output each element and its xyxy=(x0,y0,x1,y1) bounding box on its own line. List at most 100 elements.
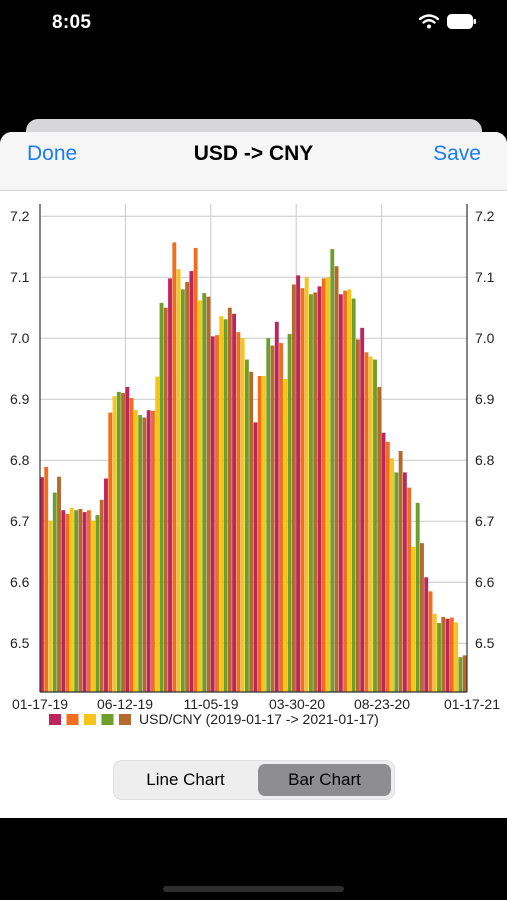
legend-swatch xyxy=(49,714,61,725)
bar xyxy=(69,507,74,692)
bar xyxy=(309,294,313,692)
bar xyxy=(125,387,130,692)
bar xyxy=(364,352,369,692)
bar xyxy=(257,376,262,692)
bar xyxy=(326,277,330,692)
bar xyxy=(116,391,121,692)
y-tick-label-left: 7.0 xyxy=(10,330,30,346)
bar xyxy=(283,379,288,692)
bar xyxy=(291,284,296,692)
bar xyxy=(330,249,335,692)
line-chart-tab[interactable]: Line Chart xyxy=(146,770,225,789)
bar xyxy=(458,657,463,692)
y-tick-label-right: 7.0 xyxy=(475,330,495,346)
bar xyxy=(159,302,164,692)
bar xyxy=(394,472,399,692)
y-tick-label-right: 6.5 xyxy=(475,635,495,651)
bar xyxy=(287,333,292,692)
y-tick-label-left: 7.2 xyxy=(10,208,30,224)
bar xyxy=(266,338,271,692)
bar xyxy=(180,289,185,692)
bar xyxy=(441,616,446,692)
x-tick-label: 06-12-19 xyxy=(97,696,153,712)
bar xyxy=(360,327,365,692)
y-tick-label-right: 6.7 xyxy=(475,513,495,529)
bar xyxy=(78,509,83,692)
bar xyxy=(296,275,301,692)
bar xyxy=(138,415,143,692)
bar xyxy=(432,613,437,692)
page-title: USD -> CNY xyxy=(193,142,314,165)
x-tick-label: 03-30-20 xyxy=(269,696,325,712)
bar xyxy=(373,359,377,692)
done-button[interactable]: Done xyxy=(27,142,78,165)
legend-swatch xyxy=(66,714,79,725)
bar xyxy=(108,412,113,692)
bar xyxy=(304,277,309,692)
bar xyxy=(334,266,339,692)
bar xyxy=(420,543,424,692)
bar xyxy=(343,290,348,692)
chart-axes xyxy=(39,204,468,693)
y-tick-label-right: 6.8 xyxy=(475,452,495,468)
chart-type-segmented-control: Line Chart Bar Chart xyxy=(113,760,395,800)
navigation-bar: Done USD -> CNY Save xyxy=(0,132,507,191)
wifi-icon xyxy=(419,14,439,29)
bar xyxy=(48,520,53,692)
y-tick-label-left: 6.7 xyxy=(10,513,30,529)
bar xyxy=(44,466,49,692)
bar xyxy=(104,478,108,692)
bar xyxy=(338,294,343,692)
bar xyxy=(121,393,125,692)
bar xyxy=(232,313,237,692)
bar xyxy=(402,472,407,692)
y-tick-label-right: 6.9 xyxy=(475,391,495,407)
bar xyxy=(133,410,138,692)
bar xyxy=(112,396,117,692)
status-time: 8:05 xyxy=(52,12,92,33)
bar xyxy=(253,422,258,692)
bar xyxy=(300,288,305,692)
bar xyxy=(424,577,429,692)
bar xyxy=(262,376,266,692)
chart-legend: USD/CNY (2019-01-17 -> 2021-01-17) xyxy=(49,711,379,727)
y-tick-label-right: 6.6 xyxy=(475,574,495,590)
bar xyxy=(172,242,177,692)
bar xyxy=(65,513,70,692)
x-tick-label: 01-17-19 xyxy=(12,696,68,712)
save-button[interactable]: Save xyxy=(433,142,481,165)
bar xyxy=(355,339,360,692)
legend-label: USD/CNY (2019-01-17 -> 2021-01-17) xyxy=(139,711,379,727)
bar xyxy=(86,510,91,692)
bar xyxy=(236,332,241,692)
home-indicator xyxy=(163,886,344,892)
status-icons xyxy=(419,14,477,29)
bar xyxy=(91,520,96,692)
y-tick-label-right: 7.2 xyxy=(475,208,495,224)
bar xyxy=(95,515,100,692)
bar xyxy=(193,247,198,693)
legend-swatch xyxy=(101,714,114,725)
bar xyxy=(185,282,190,692)
bar xyxy=(52,492,57,692)
bar xyxy=(411,546,416,692)
bar xyxy=(223,319,228,692)
status-bar: 8:05 xyxy=(0,0,507,48)
bar xyxy=(398,451,403,692)
bar xyxy=(351,298,356,692)
bar xyxy=(168,278,172,692)
bar xyxy=(189,271,194,692)
bar xyxy=(449,617,454,692)
bar xyxy=(385,441,390,692)
bar xyxy=(437,623,441,692)
bar xyxy=(142,417,147,692)
y-tick-label-left: 7.1 xyxy=(10,269,30,285)
bar xyxy=(407,487,412,692)
battery-icon xyxy=(447,14,476,29)
bar xyxy=(381,432,386,692)
bar-chart-tab[interactable]: Bar Chart xyxy=(258,764,391,796)
bar xyxy=(74,510,79,692)
chart-tick-labels: 7.2 7.2 7.1 7.1 7.0 7.0 6.9 6.9 6.8 6.8 6.7 6.7 6.6 6… xyxy=(10,208,500,712)
legend-swatch xyxy=(84,714,96,725)
bar xyxy=(454,622,459,692)
